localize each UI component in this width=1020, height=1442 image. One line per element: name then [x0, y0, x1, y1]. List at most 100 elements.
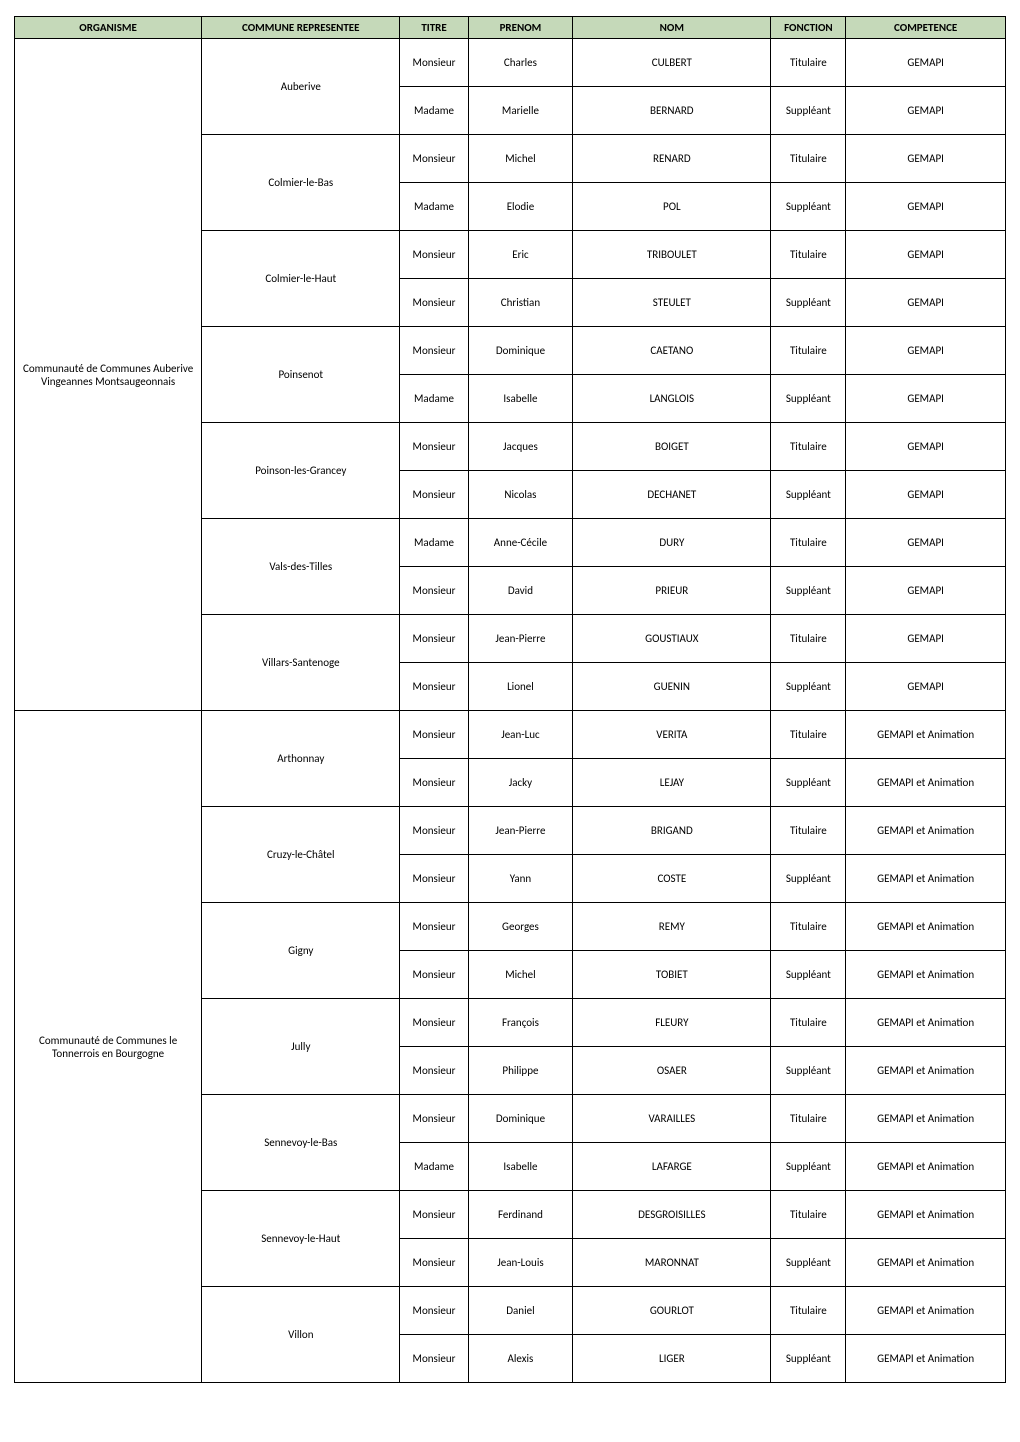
cell-prenom: Jean-Pierre: [468, 807, 573, 855]
cell-competence: GEMAPI et Animation: [846, 807, 1006, 855]
cell-titre: Monsieur: [400, 567, 468, 615]
cell-titre: Monsieur: [400, 759, 468, 807]
cell-commune: Villars-Santenoge: [202, 615, 400, 711]
cell-competence: GEMAPI: [846, 183, 1006, 231]
cell-competence: GEMAPI et Animation: [846, 1095, 1006, 1143]
cell-competence: GEMAPI et Animation: [846, 903, 1006, 951]
cell-competence: GEMAPI: [846, 471, 1006, 519]
cell-prenom: Nicolas: [468, 471, 573, 519]
cell-competence: GEMAPI et Animation: [846, 1143, 1006, 1191]
cell-fonction: Titulaire: [771, 903, 846, 951]
cell-prenom: Yann: [468, 855, 573, 903]
cell-competence: GEMAPI et Animation: [846, 1335, 1006, 1383]
th-titre: TITRE: [400, 17, 468, 39]
cell-organisme: Communauté de Communes le Tonnerrois en …: [15, 711, 202, 1383]
cell-fonction: Suppléant: [771, 1047, 846, 1095]
cell-nom: MARONNAT: [573, 1239, 771, 1287]
cell-competence: GEMAPI et Animation: [846, 1191, 1006, 1239]
cell-prenom: Georges: [468, 903, 573, 951]
cell-titre: Monsieur: [400, 135, 468, 183]
cell-nom: VARAILLES: [573, 1095, 771, 1143]
cell-fonction: Titulaire: [771, 423, 846, 471]
cell-nom: DESGROISILLES: [573, 1191, 771, 1239]
cell-prenom: Alexis: [468, 1335, 573, 1383]
cell-competence: GEMAPI: [846, 615, 1006, 663]
cell-fonction: Suppléant: [771, 1143, 846, 1191]
cell-fonction: Suppléant: [771, 1335, 846, 1383]
cell-fonction: Suppléant: [771, 87, 846, 135]
cell-nom: STEULET: [573, 279, 771, 327]
cell-nom: BRIGAND: [573, 807, 771, 855]
cell-titre: Monsieur: [400, 327, 468, 375]
cell-fonction: Titulaire: [771, 1095, 846, 1143]
cell-competence: GEMAPI et Animation: [846, 999, 1006, 1047]
cell-fonction: Titulaire: [771, 615, 846, 663]
cell-nom: RENARD: [573, 135, 771, 183]
cell-prenom: Isabelle: [468, 375, 573, 423]
cell-fonction: Titulaire: [771, 807, 846, 855]
cell-nom: FLEURY: [573, 999, 771, 1047]
cell-competence: GEMAPI: [846, 423, 1006, 471]
cell-titre: Monsieur: [400, 951, 468, 999]
cell-competence: GEMAPI et Animation: [846, 759, 1006, 807]
cell-titre: Madame: [400, 375, 468, 423]
cell-competence: GEMAPI et Animation: [846, 855, 1006, 903]
cell-prenom: Anne-Cécile: [468, 519, 573, 567]
cell-competence: GEMAPI: [846, 135, 1006, 183]
cell-competence: GEMAPI: [846, 39, 1006, 87]
cell-titre: Monsieur: [400, 1095, 468, 1143]
cell-nom: POL: [573, 183, 771, 231]
cell-titre: Monsieur: [400, 39, 468, 87]
cell-prenom: Isabelle: [468, 1143, 573, 1191]
cell-fonction: Titulaire: [771, 327, 846, 375]
cell-competence: GEMAPI et Animation: [846, 951, 1006, 999]
cell-nom: TRIBOULET: [573, 231, 771, 279]
cell-commune: Poinson-les-Grancey: [202, 423, 400, 519]
cell-prenom: Elodie: [468, 183, 573, 231]
cell-nom: GOUSTIAUX: [573, 615, 771, 663]
cell-fonction: Suppléant: [771, 855, 846, 903]
th-fonction: FONCTION: [771, 17, 846, 39]
table-header: ORGANISME COMMUNE REPRESENTEE TITRE PREN…: [15, 17, 1006, 39]
cell-nom: BOIGET: [573, 423, 771, 471]
cell-fonction: Suppléant: [771, 279, 846, 327]
cell-prenom: Jean-Luc: [468, 711, 573, 759]
cell-nom: DECHANET: [573, 471, 771, 519]
cell-titre: Monsieur: [400, 423, 468, 471]
cell-titre: Monsieur: [400, 615, 468, 663]
cell-prenom: François: [468, 999, 573, 1047]
cell-commune: Poinsenot: [202, 327, 400, 423]
cell-prenom: Jean-Louis: [468, 1239, 573, 1287]
cell-nom: CAETANO: [573, 327, 771, 375]
cell-nom: GUENIN: [573, 663, 771, 711]
cell-commune: Vals-des-Tilles: [202, 519, 400, 615]
cell-commune: Colmier-le-Bas: [202, 135, 400, 231]
cell-fonction: Titulaire: [771, 39, 846, 87]
th-organisme: ORGANISME: [15, 17, 202, 39]
cell-prenom: Michel: [468, 951, 573, 999]
cell-nom: LIGER: [573, 1335, 771, 1383]
cell-fonction: Suppléant: [771, 183, 846, 231]
cell-nom: GOURLOT: [573, 1287, 771, 1335]
cell-competence: GEMAPI: [846, 519, 1006, 567]
cell-fonction: Suppléant: [771, 951, 846, 999]
th-prenom: PRENOM: [468, 17, 573, 39]
cell-nom: OSAER: [573, 1047, 771, 1095]
cell-commune: Sennevoy-le-Haut: [202, 1191, 400, 1287]
cell-titre: Madame: [400, 1143, 468, 1191]
cell-prenom: Michel: [468, 135, 573, 183]
cell-titre: Monsieur: [400, 1239, 468, 1287]
cell-fonction: Suppléant: [771, 471, 846, 519]
cell-prenom: Jacques: [468, 423, 573, 471]
cell-titre: Madame: [400, 87, 468, 135]
cell-nom: LAFARGE: [573, 1143, 771, 1191]
cell-prenom: Marielle: [468, 87, 573, 135]
cell-titre: Monsieur: [400, 855, 468, 903]
cell-organisme: Communauté de Communes Auberive Vingeann…: [15, 39, 202, 711]
cell-nom: PRIEUR: [573, 567, 771, 615]
cell-titre: Monsieur: [400, 999, 468, 1047]
cell-fonction: Suppléant: [771, 759, 846, 807]
cell-titre: Madame: [400, 519, 468, 567]
cell-competence: GEMAPI et Animation: [846, 1287, 1006, 1335]
cell-nom: DURY: [573, 519, 771, 567]
